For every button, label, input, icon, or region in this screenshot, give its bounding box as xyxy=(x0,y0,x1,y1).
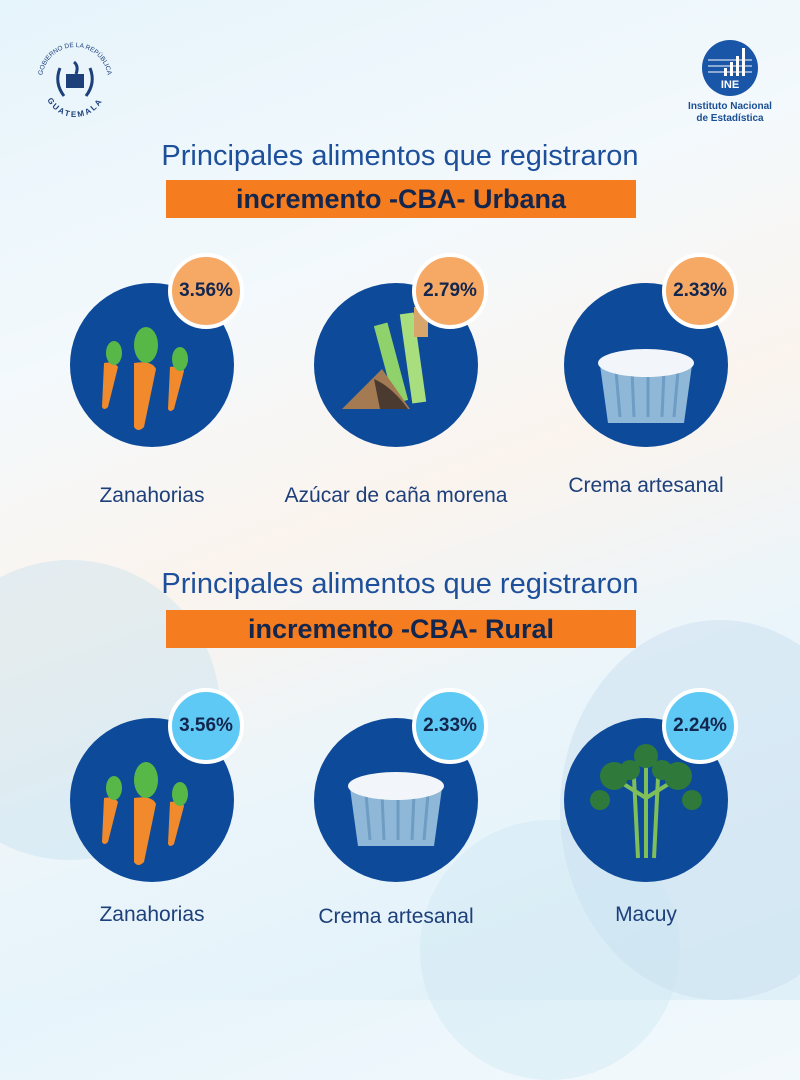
percent-badge: 3.56% xyxy=(168,253,244,329)
ine-logo: INE Instituto Nacional de Estadística xyxy=(680,40,780,125)
section-rural-title: Principales alimentos que registraron xyxy=(161,568,639,600)
percent-badge: 2.33% xyxy=(662,253,738,329)
food-label: Macuy xyxy=(615,903,677,926)
food-label: Zanahorias xyxy=(99,903,205,926)
carrot-icon xyxy=(70,718,234,882)
food-label: Crema artesanal xyxy=(568,474,724,497)
percent-badge: 2.79% xyxy=(412,253,488,329)
section-urban-highlight: incremento -CBA- Urbana xyxy=(166,180,636,218)
food-item-zanahorias-urbana: 3.56% Zanahorias xyxy=(32,253,272,523)
percent-badge: 2.33% xyxy=(412,688,488,764)
ine-name-line1: Instituto Nacional xyxy=(688,101,772,112)
food-label: Azúcar de caña morena xyxy=(284,484,508,507)
food-item-azucar-urbana: 2.79% Azúcar de caña morena xyxy=(276,253,516,523)
food-item-zanahorias-rural: 3.56% Zanahorias xyxy=(32,688,272,958)
food-label: Crema artesanal xyxy=(318,905,474,928)
food-item-crema-rural: 2.33% Crema artesanal xyxy=(276,688,516,958)
gobierno-guatemala-logo: GOBIERNO DE LA REPÚBLICA GUATEMALA xyxy=(30,38,120,119)
svg-text:GOBIERNO DE LA REPÚBLICA: GOBIERNO DE LA REPÚBLICA xyxy=(37,42,112,76)
section-rural-highlight: incremento -CBA- Rural xyxy=(166,610,636,648)
percent-badge: 2.24% xyxy=(662,688,738,764)
section-urban-title: Principales alimentos que registraron xyxy=(161,140,639,172)
food-item-crema-urbana: 2.33% Crema artesanal xyxy=(526,253,766,523)
food-label: Zanahorias xyxy=(99,484,205,507)
food-item-macuy-rural: 2.24% Macuy xyxy=(526,688,766,958)
percent-badge: 3.56% xyxy=(168,688,244,764)
svg-text:GUATEMALA: GUATEMALA xyxy=(45,96,104,118)
ine-name-line2: de Estadística xyxy=(696,113,764,124)
